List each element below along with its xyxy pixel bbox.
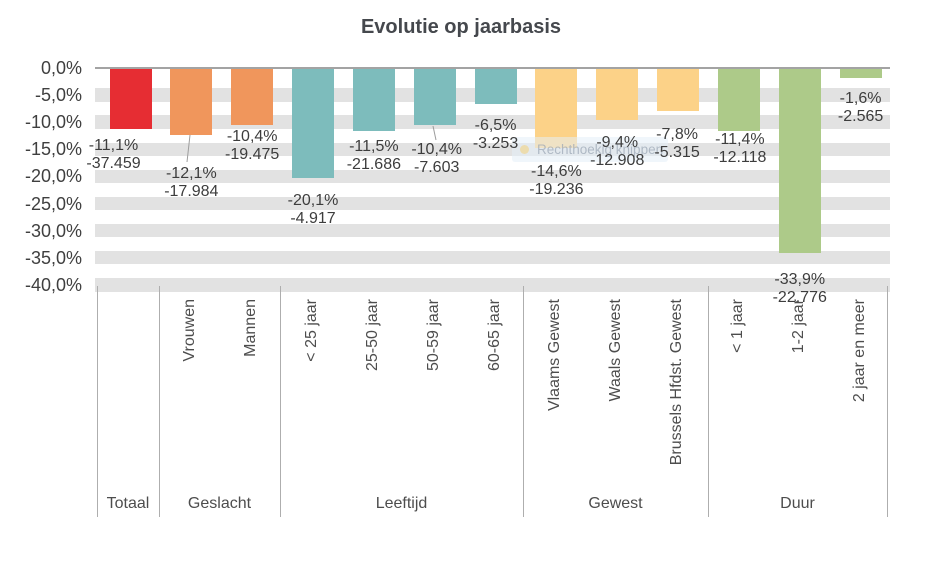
y-tick-label: -35,0% (24, 247, 82, 268)
bar-abs-label: -3.253 (472, 134, 519, 152)
bar (778, 69, 821, 253)
category-label: 2 jaar en meer (850, 299, 868, 403)
bar-pct-label: -14,6% (531, 163, 582, 180)
category-label: 60-65 jaar (485, 299, 503, 372)
bar-data-label: -12,1% -17.984 (143, 165, 239, 200)
group-divider-line (887, 286, 888, 517)
chart-title: Evolutie op jaarbasis (360, 16, 562, 38)
group-label: Leeftijd (375, 495, 428, 512)
bar-data-label: -14,6% -19.236 (508, 163, 604, 198)
bar-data-label: -1,6% -2.565 (813, 90, 909, 125)
bar-pct-label: -20,1% (287, 192, 339, 209)
bar-pct-label: -7,8% (656, 126, 698, 143)
bar-abs-label: -19.475 (225, 145, 280, 163)
bar (535, 69, 578, 149)
bar (352, 69, 395, 132)
bar-pct-label: -1,6% (839, 90, 882, 107)
group-divider-line (97, 286, 98, 517)
bar-abs-label: -17.984 (164, 182, 219, 200)
bar-abs-label: -12.118 (713, 148, 767, 166)
group-label: Gewest (588, 495, 643, 512)
bar (717, 69, 760, 131)
bar-pct-label: -9,4% (596, 134, 639, 151)
y-tick-label: -5,0% (34, 85, 82, 106)
category-label: Waals Gewest (607, 299, 625, 402)
group-label: Duur (780, 495, 815, 512)
bar (109, 69, 152, 130)
category-label: Vrouwen (181, 299, 199, 362)
bar-abs-label: -12.908 (590, 151, 645, 169)
bar-abs-label: -19.236 (529, 180, 584, 198)
bar-data-label: -9,4% -12.908 (569, 134, 665, 169)
zero-axis-line (95, 67, 890, 69)
bar (596, 69, 639, 120)
category-label: 1-2 jaar (789, 299, 807, 354)
bar-data-label: -7,8% -5.315 (629, 126, 725, 161)
watermark-label: Rechthoekig knippen (537, 142, 664, 157)
category-label: < 1 jaar (728, 299, 746, 353)
bar-abs-label: -7.603 (414, 158, 460, 176)
group-divider-line (280, 286, 281, 517)
group-divider-line (523, 286, 524, 517)
snipping-tool-watermark: Rechthoekig knippen (512, 137, 668, 162)
y-tick-label: -25,0% (24, 193, 82, 214)
bar (474, 69, 517, 105)
y-tick-label: -10,0% (24, 112, 82, 133)
group-divider-line (708, 286, 709, 517)
category-label: 25-50 jaar (363, 299, 381, 372)
category-label: Brussels Hfdst. Gewest (668, 299, 686, 466)
y-tick-label: -20,0% (24, 166, 82, 187)
category-label: < 25 jaar (303, 299, 321, 362)
bar-pct-label: -33,9% (774, 271, 826, 288)
bar-data-label: -10,4% -19.475 (204, 128, 300, 163)
bar (292, 69, 335, 178)
bar-pct-label: -6,5% (474, 117, 517, 134)
bar-data-label: -11,4% -12.118 (692, 131, 788, 166)
bar-abs-label: -37.459 (86, 154, 141, 172)
bar (413, 69, 456, 126)
snip-shape-icon (520, 145, 529, 154)
grid-stripe (95, 250, 890, 265)
y-tick-label: -30,0% (24, 220, 82, 241)
bar (839, 69, 882, 78)
bar-abs-label: -4.917 (290, 209, 336, 227)
bar-pct-label: -11,1% (88, 137, 139, 154)
bar-data-label: -20,1% -4.917 (265, 192, 361, 227)
bar-data-label: -11,1% -37.459 (66, 137, 162, 172)
bar-data-label: -10,4% -7.603 (389, 141, 485, 176)
category-label: Vlaams Gewest (546, 299, 564, 412)
bar-pct-label: -11,4% (715, 131, 765, 148)
bar-pct-label: -10,4% (411, 141, 463, 158)
bar-data-label: -6,5% -3.253 (448, 117, 544, 152)
group-label: Totaal (106, 495, 150, 512)
bar-pct-label: -11,5% (349, 138, 399, 155)
bar-data-label: -33,9% -22.776 (752, 271, 848, 306)
bar-abs-label: -21.686 (346, 155, 401, 173)
grid-stripe (95, 196, 890, 211)
grid-stripe (95, 223, 890, 238)
bar-abs-label: -5.315 (654, 143, 700, 161)
bar (231, 69, 274, 126)
y-tick-label: 0,0% (40, 58, 82, 78)
bar-abs-label: -2.565 (837, 107, 884, 125)
bar-abs-label: -22.776 (772, 288, 827, 306)
bar-pct-label: -10,4% (226, 128, 278, 145)
bar (657, 69, 700, 112)
category-label: Mannen (242, 299, 260, 357)
category-label: 50-59 jaar (424, 299, 442, 372)
bar-pct-label: -12,1% (165, 165, 217, 182)
bar-data-label: -11,5% -21.686 (326, 138, 422, 173)
group-label: Geslacht (187, 495, 252, 512)
bar (170, 69, 213, 135)
y-tick-label: -15,0% (24, 139, 82, 160)
grid-stripe (95, 278, 890, 292)
group-divider-line (159, 286, 160, 517)
y-tick-label: -40,0% (24, 274, 82, 295)
